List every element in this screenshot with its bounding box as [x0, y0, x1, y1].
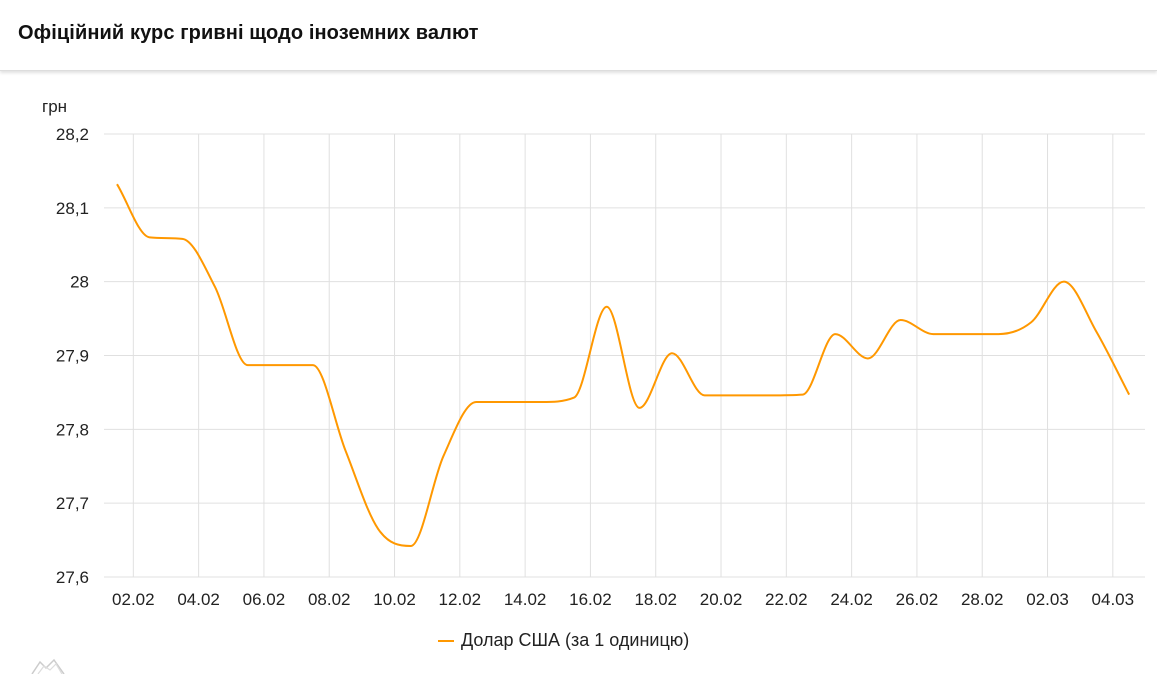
data-point [1028, 319, 1034, 325]
y-tick-label: 28,2 [56, 125, 89, 144]
x-tick-label: 14.02 [504, 590, 547, 609]
data-point [277, 362, 283, 368]
data-point [832, 331, 838, 337]
data-point [179, 236, 185, 242]
data-point [473, 399, 479, 405]
x-tick-label: 06.02 [243, 590, 286, 609]
data-point [1126, 392, 1132, 398]
series [114, 181, 1132, 549]
series-line [116, 183, 1131, 547]
data-point [898, 317, 904, 323]
x-tick-label: 26.02 [896, 590, 939, 609]
data-point [636, 405, 642, 411]
data-point [865, 355, 871, 361]
x-tick-label: 22.02 [765, 590, 808, 609]
y-tick-label: 27,9 [56, 347, 89, 366]
x-tick-label: 02.02 [112, 590, 155, 609]
data-point [245, 362, 251, 368]
y-tick-label: 27,8 [56, 420, 89, 439]
x-tick-label: 24.02 [830, 590, 873, 609]
x-tick-label: 16.02 [569, 590, 612, 609]
data-point [375, 526, 381, 532]
data-point [147, 234, 153, 240]
data-point [996, 331, 1002, 337]
y-ticks: 28,2 28,1 28 27,9 27,8 27,7 27,6 [56, 125, 89, 587]
data-point [114, 181, 120, 187]
data-point [800, 392, 806, 398]
y-tick-label: 28 [70, 273, 89, 292]
data-point [930, 331, 936, 337]
x-tick-label: 08.02 [308, 590, 351, 609]
y-tick-label: 27,6 [56, 568, 89, 587]
data-point [669, 350, 675, 356]
data-point [963, 331, 969, 337]
y-axis-label: грн [42, 97, 67, 116]
data-point [734, 392, 740, 398]
logo-icon [30, 658, 70, 679]
y-tick-label: 27,7 [56, 494, 89, 513]
header: Офіційний курс гривні щодо іноземних вал… [0, 0, 1157, 71]
x-tick-label: 18.02 [634, 590, 677, 609]
x-tick-label: 04.02 [177, 590, 220, 609]
x-tick-label: 04.03 [1092, 590, 1135, 609]
data-point [343, 448, 349, 454]
data-point [1094, 329, 1100, 335]
y-tick-label: 28,1 [56, 199, 89, 218]
x-tick-label: 28.02 [961, 590, 1004, 609]
grid [104, 133, 1145, 578]
x-tick-label: 12.02 [439, 590, 482, 609]
page-title: Офіційний курс гривні щодо іноземних вал… [18, 22, 479, 44]
data-point [441, 453, 447, 459]
data-point [506, 399, 512, 405]
x-tick-label: 10.02 [373, 590, 416, 609]
legend-label: Долар США (за 1 одиницю) [461, 630, 690, 650]
x-tick-label: 02.03 [1026, 590, 1069, 609]
data-point [310, 362, 316, 368]
data-point [538, 399, 544, 405]
data-point [571, 395, 577, 401]
data-point [767, 392, 773, 398]
x-tick-label: 20.02 [700, 590, 743, 609]
data-point [408, 543, 414, 549]
data-point [212, 284, 218, 290]
data-point [1061, 279, 1067, 285]
legend-item[interactable]: Долар США (за 1 одиницю) [438, 630, 689, 651]
legend-swatch [438, 639, 454, 642]
data-point [604, 304, 610, 310]
x-ticks: 02.02 04.02 06.02 08.02 10.02 12.02 14.02 16.02… [112, 590, 1134, 609]
data-point [702, 392, 708, 398]
